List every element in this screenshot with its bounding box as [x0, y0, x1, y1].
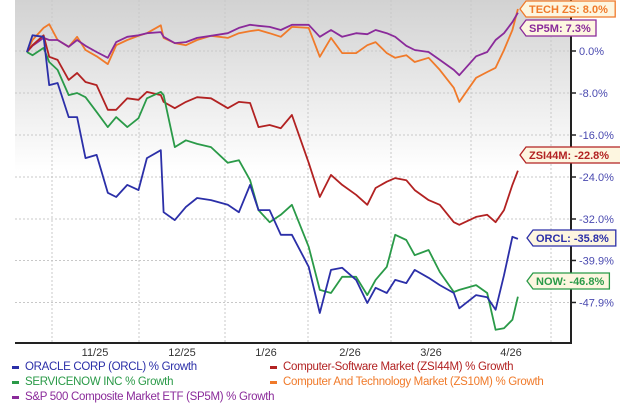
- legend-item: ORACLE CORP (ORCL) % Growth: [12, 361, 197, 374]
- end-value-tag: TECH ZS: 8.0%: [519, 0, 616, 18]
- legend-swatch: [270, 381, 277, 384]
- end-value-tag: NOW: -46.8%: [526, 272, 611, 290]
- y-tick-label: -39.9%: [579, 255, 614, 267]
- series-line-0: [26, 34, 519, 314]
- y-tick-label: -47.9%: [579, 297, 614, 309]
- tag-label: ORCL: -35.8%: [536, 233, 609, 245]
- series-line-3: [26, 8, 519, 103]
- y-tick-label: -16.0%: [579, 130, 614, 142]
- series-line-1: [26, 34, 519, 226]
- x-tick-label: 11/25: [82, 347, 109, 359]
- legend-label: Computer-Software Market (ZSI44M) % Grow…: [283, 361, 514, 373]
- legend-label: SERVICENOW INC % Growth: [25, 376, 174, 388]
- x-tick-label: 2/26: [339, 347, 360, 359]
- legend-item: Computer And Technology Market (ZS10M) %…: [270, 376, 544, 389]
- legend-item: SERVICENOW INC % Growth: [12, 376, 173, 389]
- legend-swatch: [12, 381, 19, 384]
- legend-item: S&P 500 Composite Market ETF (SP5M) % Gr…: [12, 391, 275, 404]
- series-line-4: [26, 12, 519, 77]
- y-tick-label: -8.0%: [579, 88, 608, 100]
- end-value-tag: ZSI44M: -22.8%: [519, 146, 620, 164]
- x-tick-label: 12/25: [168, 347, 196, 359]
- legend-item: Computer-Software Market (ZSI44M) % Grow…: [270, 361, 514, 374]
- end-value-tag: SP5M: 7.3%: [519, 19, 597, 37]
- legend-label: S&P 500 Composite Market ETF (SP5M) % Gr…: [25, 391, 275, 403]
- tag-label: NOW: -46.8%: [536, 276, 604, 288]
- x-tick-label: 4/26: [500, 347, 521, 359]
- growth-line-chart: 0.0%-8.0%-16.0%-24.0%-32.0%-39.9%-47.9% …: [15, 0, 620, 359]
- end-value-tag: ORCL: -35.8%: [526, 229, 617, 247]
- y-tick-label: 0.0%: [579, 46, 604, 58]
- tag-label: ZSI44M: -22.8%: [529, 150, 609, 162]
- y-tick-label: -32.0%: [579, 214, 614, 226]
- legend-swatch: [270, 366, 277, 369]
- y-tick-label: -24.0%: [579, 172, 614, 184]
- legend-swatch: [12, 366, 19, 369]
- tag-label: TECH ZS: 8.0%: [529, 4, 608, 16]
- tag-label: SP5M: 7.3%: [529, 23, 591, 35]
- series-line-2: [26, 47, 519, 331]
- legend-swatch: [12, 396, 19, 399]
- x-tick-label: 3/26: [420, 347, 441, 359]
- legend-label: Computer And Technology Market (ZS10M) %…: [283, 376, 544, 388]
- x-tick-label: 1/26: [255, 347, 276, 359]
- legend-label: ORACLE CORP (ORCL) % Growth: [25, 361, 197, 373]
